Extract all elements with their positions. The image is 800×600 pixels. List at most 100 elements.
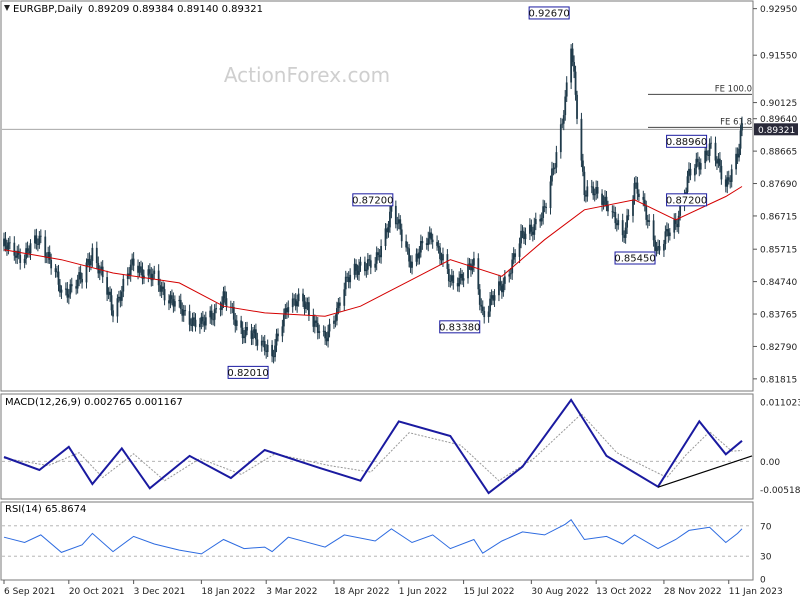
candle-body xyxy=(56,271,58,273)
candle-body xyxy=(584,195,587,197)
candle-body xyxy=(204,317,207,326)
candle-body xyxy=(179,299,182,309)
candle-body xyxy=(604,196,606,202)
candle-body xyxy=(318,331,321,333)
candle-body xyxy=(555,152,558,168)
candle-body xyxy=(316,322,319,333)
candle-body xyxy=(533,224,536,235)
candle-body xyxy=(593,193,596,196)
candle-body xyxy=(676,223,679,228)
candle-body xyxy=(492,295,494,301)
macd-tick-label: -0.005182 xyxy=(760,486,800,496)
price-panel-frame xyxy=(0,0,754,392)
price-level-lines: FE 100.0 FE 61.8 xyxy=(2,84,752,130)
candle-body xyxy=(695,158,698,169)
rsi-heading: RSI(14) 65.8674 xyxy=(5,504,86,515)
candle-body xyxy=(470,263,472,271)
price-label: 0.82010 xyxy=(227,365,269,379)
candle-body xyxy=(137,265,139,273)
candle-body xyxy=(688,168,690,177)
candle-body xyxy=(643,199,646,206)
candle-body xyxy=(534,219,537,225)
candle-body xyxy=(7,242,10,250)
macd-tick-label: 0.00 xyxy=(760,458,780,468)
candle-body xyxy=(570,48,573,83)
candle-body xyxy=(353,263,356,275)
candle-body xyxy=(293,298,296,300)
candle-body xyxy=(356,270,359,275)
candle-body xyxy=(150,273,153,281)
candle-body xyxy=(730,169,733,182)
candle-body xyxy=(693,168,696,176)
candle-body xyxy=(512,253,515,260)
candle-body xyxy=(528,224,531,234)
price-axis: 0.92950 0.91550 0.90125 0.89640 0.88665 0.876… xyxy=(753,5,798,385)
candle-body xyxy=(617,220,620,226)
candle-body xyxy=(200,316,203,324)
candle-body xyxy=(521,230,524,232)
candle-body xyxy=(655,247,658,251)
candle-body xyxy=(263,341,266,351)
candle-body xyxy=(148,269,151,274)
candle-body xyxy=(396,223,399,225)
candle-body xyxy=(67,294,70,298)
candle-body xyxy=(679,204,682,216)
candle-body xyxy=(665,228,668,232)
candle-body xyxy=(720,165,723,180)
candle-body xyxy=(729,180,732,182)
candle-body xyxy=(658,246,661,251)
candle-body xyxy=(334,320,337,322)
candle-body xyxy=(439,247,441,259)
candle-body xyxy=(256,339,259,346)
candle-body xyxy=(140,266,142,270)
candle-body xyxy=(663,243,665,251)
candle-body xyxy=(337,302,340,309)
candle-body xyxy=(415,253,418,262)
candle-body xyxy=(266,344,269,353)
candle-body xyxy=(708,143,711,156)
candle-body xyxy=(468,263,471,265)
fe-level-label: FE 61.8 xyxy=(720,117,752,127)
candle-body xyxy=(338,302,341,306)
candle-body xyxy=(95,247,98,264)
candle-body xyxy=(493,295,496,301)
candle-body xyxy=(657,246,659,248)
price-label: 0.87200 xyxy=(352,193,394,207)
candle-body xyxy=(163,289,166,301)
candle-body xyxy=(727,177,730,181)
candle-body xyxy=(576,94,578,119)
ohlc-values: 0.89209 0.89384 0.89140 0.89321 xyxy=(88,4,263,15)
candle-body xyxy=(232,306,235,320)
candle-body xyxy=(324,330,327,339)
candle-body xyxy=(390,205,393,212)
candle-body xyxy=(355,263,357,271)
candle-body xyxy=(518,243,521,257)
candle-body xyxy=(447,268,450,282)
symbol-label: EURGBP,Daily xyxy=(13,4,83,15)
candle-body xyxy=(673,219,676,233)
price-label-box xyxy=(227,365,269,379)
candle-body xyxy=(81,278,83,283)
candle-body xyxy=(14,255,17,258)
candle-body xyxy=(250,330,253,339)
candle-body xyxy=(635,182,637,184)
candle-body xyxy=(399,219,402,230)
candle-body xyxy=(171,295,173,300)
candle-body xyxy=(246,327,248,331)
time-tick-label: 20 Oct 2021 xyxy=(69,587,125,597)
candle-body xyxy=(157,270,160,286)
candle-body xyxy=(13,242,16,256)
candle-body xyxy=(128,273,131,276)
candle-body xyxy=(287,307,290,313)
candle-body xyxy=(596,187,599,194)
candle-body xyxy=(69,284,72,295)
candle-body xyxy=(698,162,701,170)
rsi-tick-label: 30 xyxy=(760,553,772,563)
candle-body xyxy=(297,293,300,302)
candle-body xyxy=(281,326,284,337)
price-label-box xyxy=(352,193,394,207)
candle-body xyxy=(607,204,609,212)
price-tick-label: 0.88665 xyxy=(760,148,797,158)
candle-body xyxy=(738,148,740,158)
